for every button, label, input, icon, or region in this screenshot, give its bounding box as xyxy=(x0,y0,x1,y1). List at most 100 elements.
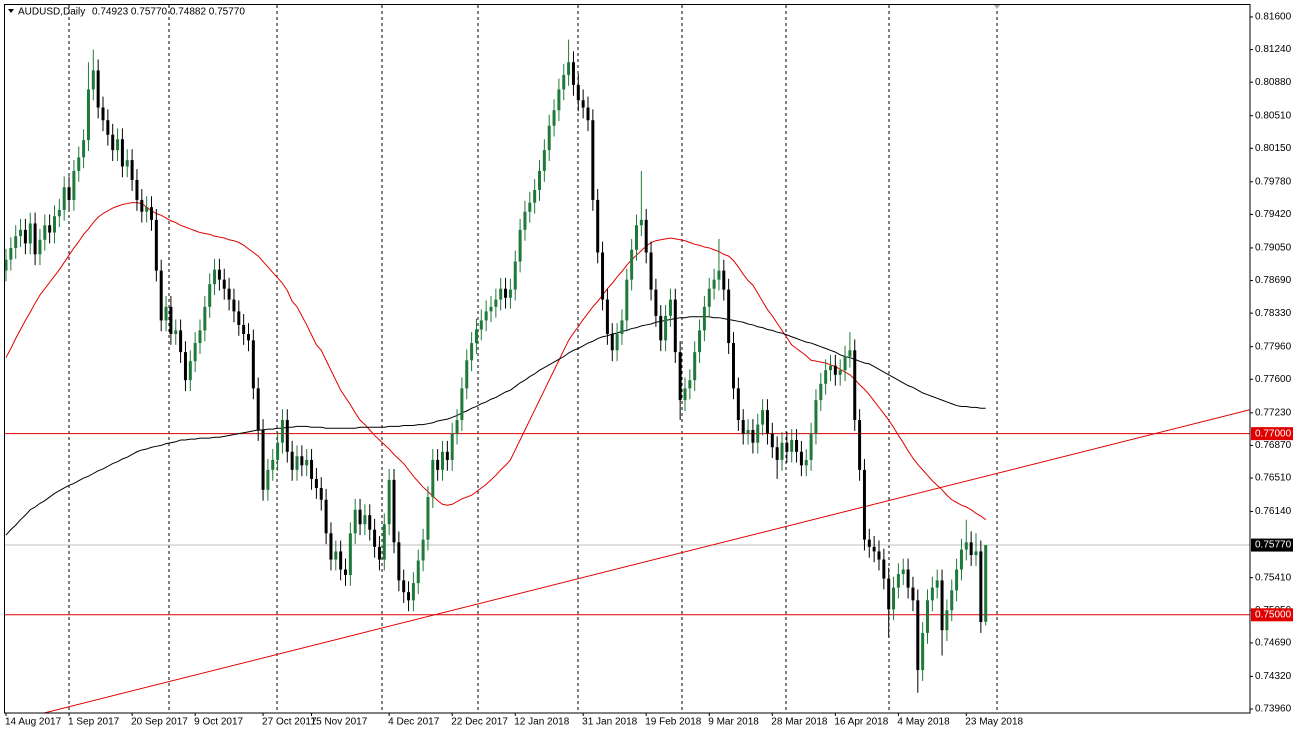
candle-body xyxy=(474,329,478,344)
y-tick-label: 0.80880 xyxy=(1255,77,1292,88)
shift-marker xyxy=(994,5,1000,9)
y-tick-label: 0.80150 xyxy=(1255,143,1292,154)
y-tick-label: 0.81240 xyxy=(1255,44,1292,55)
y-tick-label: 0.74320 xyxy=(1255,671,1292,682)
y-tick-label: 0.73960 xyxy=(1255,704,1292,715)
candle-body xyxy=(324,499,328,534)
candle-body xyxy=(111,134,115,151)
trendline xyxy=(42,409,1250,713)
candle-body xyxy=(538,170,541,190)
candle-body xyxy=(363,515,367,525)
candle-body xyxy=(693,352,697,381)
candle-body xyxy=(368,515,372,530)
candle-body xyxy=(504,288,508,298)
candle-body xyxy=(266,469,270,490)
candle-body xyxy=(237,311,241,325)
candle-body xyxy=(295,456,299,470)
y-tick-label: 0.76510 xyxy=(1255,473,1292,484)
candle-body xyxy=(581,100,585,108)
candle-body xyxy=(227,288,231,300)
candle-body xyxy=(450,433,454,460)
candle-body xyxy=(736,388,740,421)
candle-body xyxy=(804,459,808,466)
candle-body xyxy=(19,229,23,237)
candle-body xyxy=(339,551,343,570)
x-tick-label: 15 Nov 2017 xyxy=(311,717,368,728)
candle-body xyxy=(799,451,803,466)
candle-body xyxy=(853,350,857,421)
candle-body xyxy=(964,542,968,550)
candle-body xyxy=(513,261,517,290)
candle-body xyxy=(533,189,537,203)
candle-body xyxy=(659,315,663,341)
candle-body xyxy=(756,424,760,443)
candle-body xyxy=(926,600,929,633)
candle-body xyxy=(402,580,406,593)
x-tick-label: 4 May 2018 xyxy=(897,717,950,728)
candle-body xyxy=(780,442,784,460)
candle-body xyxy=(217,269,221,280)
candle-body xyxy=(955,569,959,591)
candle-body xyxy=(751,430,755,443)
candle-body xyxy=(53,216,56,233)
menu-arrow xyxy=(8,9,14,13)
candle-body xyxy=(630,249,634,280)
candle-body xyxy=(72,170,76,200)
candle-body xyxy=(940,580,944,631)
candle-body xyxy=(829,365,832,371)
candle-body xyxy=(984,545,988,622)
candle-body xyxy=(911,587,915,601)
candle-body xyxy=(979,551,983,623)
candle-body xyxy=(930,587,934,601)
candle-body xyxy=(746,430,750,434)
candle-body xyxy=(935,580,939,588)
candle-body xyxy=(867,539,871,547)
candle-body xyxy=(411,583,415,601)
candle-body xyxy=(377,546,381,560)
y-tick-label: 0.77960 xyxy=(1255,341,1292,352)
level-price-label: 0.77000 xyxy=(1255,428,1292,439)
candle-body xyxy=(484,311,488,321)
candle-body xyxy=(28,223,32,244)
ohlc-label: 0.74923 0.75770 0.74882 0.75770 xyxy=(92,7,245,18)
candle-body xyxy=(232,299,236,312)
candle-body xyxy=(373,529,377,547)
candle-body xyxy=(188,361,192,381)
candle-body xyxy=(542,150,546,171)
candle-body xyxy=(164,306,168,321)
candle-body xyxy=(586,107,590,121)
candle-body xyxy=(169,306,173,334)
moving-average xyxy=(5,202,986,521)
candle-body xyxy=(48,225,52,233)
candle-body xyxy=(106,120,110,135)
candle-body xyxy=(247,333,250,341)
candle-body xyxy=(310,459,314,479)
candle-body xyxy=(644,219,648,253)
y-tick-label: 0.75410 xyxy=(1255,572,1292,583)
candle-body xyxy=(649,252,653,290)
candle-body xyxy=(135,180,139,200)
y-tick-label: 0.81600 xyxy=(1255,12,1292,23)
candle-body xyxy=(654,289,658,316)
candle-body xyxy=(843,356,847,371)
level-price-box xyxy=(1251,608,1293,622)
x-tick-label: 28 Mar 2018 xyxy=(771,717,828,728)
level-price-box xyxy=(1251,427,1293,441)
y-tick-label: 0.80510 xyxy=(1255,110,1292,121)
candle-body xyxy=(77,157,81,171)
candle-body xyxy=(702,306,706,331)
y-tick-label: 0.78330 xyxy=(1255,308,1292,319)
y-tick-label: 0.76870 xyxy=(1255,440,1292,451)
candle-body xyxy=(596,199,600,253)
candle-body xyxy=(547,125,551,151)
candle-body xyxy=(601,252,605,300)
candle-body xyxy=(344,569,347,575)
candle-body xyxy=(43,225,47,240)
candle-body xyxy=(896,574,900,588)
candle-body xyxy=(130,160,134,181)
candle-body xyxy=(795,439,799,452)
candle-body xyxy=(23,229,27,244)
candle-body xyxy=(712,279,716,289)
candle-body xyxy=(33,223,37,255)
